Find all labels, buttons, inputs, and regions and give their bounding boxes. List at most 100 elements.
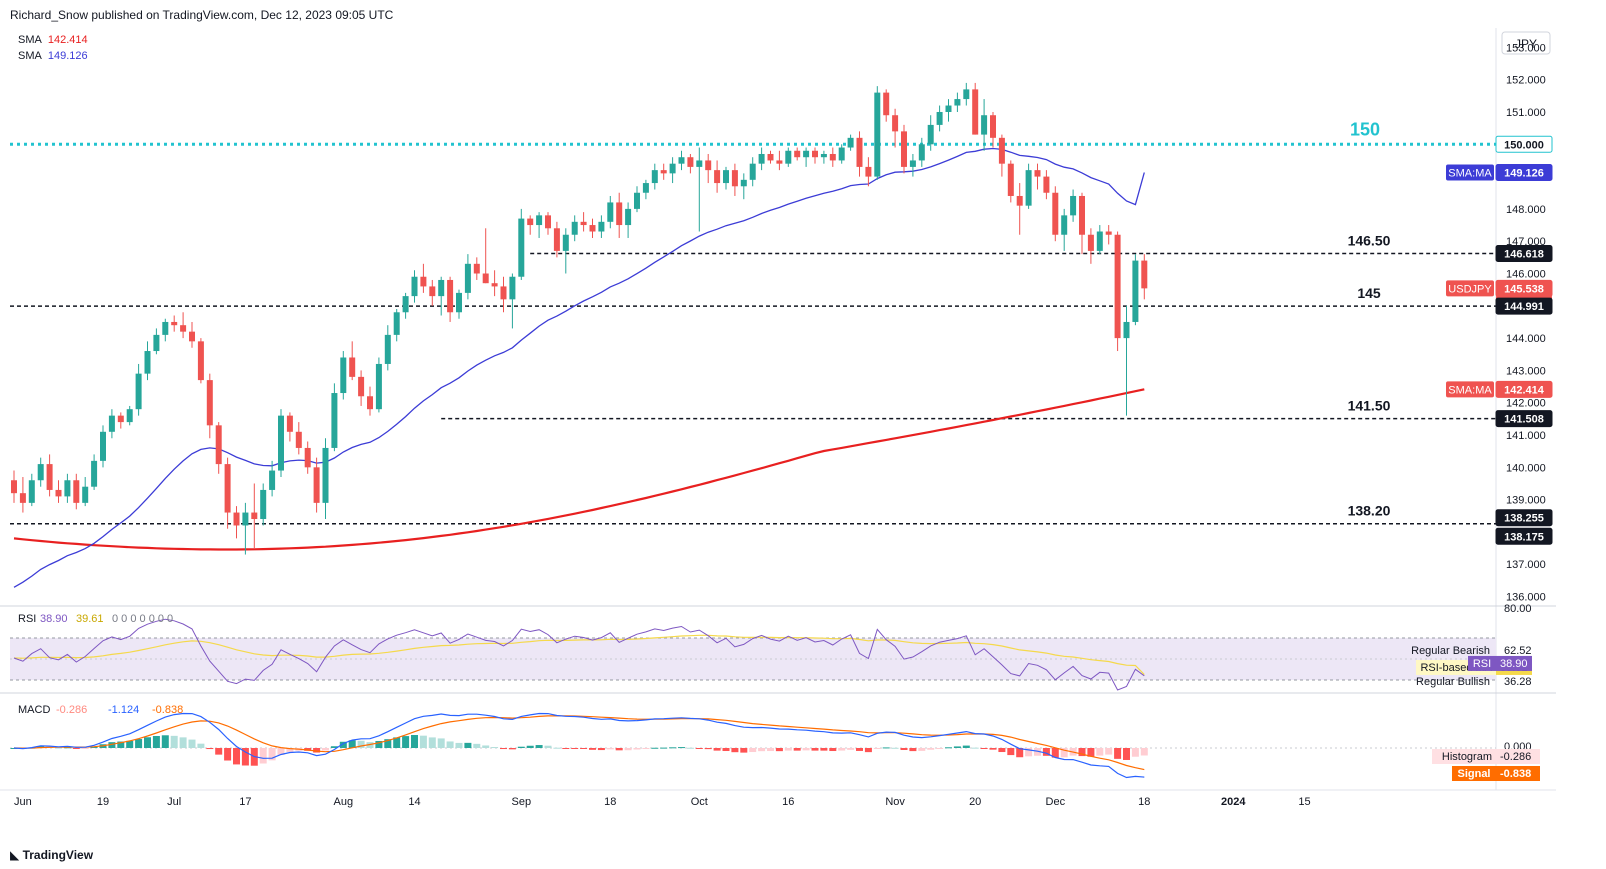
candle-body — [447, 279, 454, 313]
macd-histogram-bar — [241, 748, 249, 766]
macd-histogram-bar — [322, 748, 329, 751]
macd-histogram-bar — [1140, 748, 1148, 756]
candle-body — [731, 170, 738, 187]
candle-body — [313, 467, 320, 503]
y-tick-label: 140.000 — [1506, 462, 1546, 474]
candle-body — [233, 512, 240, 526]
candle-body — [1007, 163, 1014, 196]
candle-body — [242, 512, 249, 526]
macd-histogram-bar — [553, 747, 561, 749]
candle-body — [269, 470, 276, 490]
tradingview-logo-icon: ◣ — [10, 848, 20, 862]
macd-histogram-bar — [838, 748, 846, 751]
y-tick-label: 142.000 — [1506, 398, 1546, 410]
x-tick-label: 16 — [782, 796, 794, 808]
candle-body — [874, 92, 881, 177]
candle-body — [1123, 321, 1130, 339]
macd-histogram-bar — [615, 748, 623, 751]
level-label-138.20: 138.20 — [1348, 503, 1391, 519]
candle-body — [144, 351, 151, 374]
macd-histogram-bar — [161, 735, 169, 748]
candle-body — [678, 157, 685, 164]
macd-histogram-bar — [962, 745, 970, 748]
macd-histogram-bar — [446, 741, 454, 748]
price-tag-label: SMA:MA — [1448, 384, 1492, 396]
candle-body — [375, 363, 382, 410]
macd-histogram-bar — [1131, 748, 1139, 757]
macd-histogram-bar — [464, 742, 472, 748]
rsi-band — [10, 637, 1496, 680]
candle-body — [749, 163, 756, 180]
macd-legend-signal: -0.838 — [152, 704, 183, 716]
price-tag-value: 149.126 — [1504, 168, 1544, 180]
macd-histogram-bar — [233, 748, 240, 765]
candle-body — [500, 286, 507, 300]
macd-histogram-bar — [740, 748, 748, 753]
macd-histogram-bar — [784, 748, 792, 751]
sma-slow-label: SMA — [18, 34, 42, 46]
macd-histogram-bar — [597, 748, 605, 751]
candle-body — [278, 415, 284, 471]
macd-signal-line — [13, 715, 1145, 771]
candle-body — [331, 393, 338, 448]
macd-histogram-bar — [313, 748, 321, 753]
rsi-upper-value: 62.52 — [1504, 645, 1532, 657]
candle-body — [545, 215, 551, 229]
candle-body — [1105, 231, 1112, 235]
price-tag-label-bg — [1446, 381, 1494, 398]
candle-body — [642, 183, 649, 193]
candle-body — [1070, 195, 1077, 216]
x-tick-label: Sep — [512, 796, 532, 808]
macd-legend-label: MACD — [18, 704, 50, 716]
macd-histogram-bar — [188, 739, 196, 748]
macd-histogram-bar — [953, 746, 961, 748]
candle-body — [295, 431, 302, 448]
candle-body — [55, 489, 62, 497]
macd-histogram-bar — [1087, 748, 1095, 757]
candle-body — [1079, 195, 1085, 235]
macd-histogram-bar — [998, 748, 1006, 753]
level-label-146.50: 146.50 — [1348, 233, 1391, 249]
macd-histogram-bar — [508, 748, 516, 750]
y-tick-label: 146.000 — [1506, 269, 1546, 281]
candle-body — [1043, 176, 1050, 193]
sma-fast-legend[interactable]: SMA 149.126 — [18, 50, 88, 62]
level-label-145: 145 — [1357, 285, 1381, 301]
candle-body — [927, 124, 934, 145]
macd-histogram-bar — [72, 748, 80, 749]
y-tick-label: 153.000 — [1506, 42, 1546, 54]
macd-histogram-bar — [971, 747, 979, 749]
macd-histogram-bar — [437, 738, 445, 748]
candle-body — [518, 218, 525, 277]
macd-histogram-bar — [491, 747, 499, 749]
macd-histogram-bar — [678, 747, 685, 749]
macd-histogram-bar — [117, 741, 125, 748]
price-tag-value: 138.255 — [1504, 513, 1544, 525]
candle-body — [482, 273, 489, 284]
candle-body — [794, 150, 801, 158]
y-tick-label: 137.000 — [1506, 559, 1546, 571]
rsi-legend-label: RSI — [18, 613, 36, 625]
y-tick-label: 141.000 — [1506, 430, 1546, 442]
tradingview-brand[interactable]: ◣ TradingView — [10, 848, 93, 862]
candle-body — [740, 179, 747, 187]
macd-histogram-bar — [989, 748, 997, 750]
candle-body — [660, 170, 667, 174]
sma-fast-label: SMA — [18, 50, 42, 62]
sma-slow-legend[interactable]: SMA 142.414 — [18, 34, 88, 46]
macd-histogram-bar — [1105, 748, 1113, 755]
publisher-line: Richard_Snow published on TradingView.co… — [10, 8, 394, 22]
candle-body — [340, 357, 347, 394]
y-tick-label: 143.000 — [1506, 365, 1546, 377]
x-tick-label: Oct — [691, 796, 708, 808]
candle-body — [215, 425, 222, 465]
macd-hist-tag-label-bg — [1432, 749, 1496, 764]
macd-histogram-bar — [562, 748, 570, 749]
candle-body — [909, 160, 916, 167]
macd-legend-macd: -1.124 — [108, 704, 139, 716]
macd-histogram-bar — [980, 748, 988, 749]
rsi-tag-value: 38.90 — [1500, 658, 1528, 670]
price-tag-150.000 — [1495, 135, 1553, 153]
candle-body — [429, 286, 436, 297]
